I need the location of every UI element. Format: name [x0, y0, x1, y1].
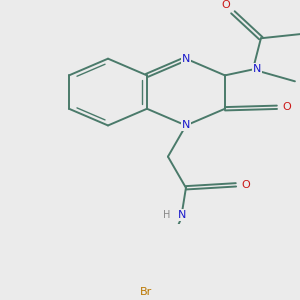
Text: O: O	[283, 102, 291, 112]
Text: H: H	[163, 210, 171, 220]
Text: N: N	[178, 210, 186, 220]
Text: N: N	[182, 120, 190, 130]
Text: Br: Br	[140, 287, 152, 297]
Text: N: N	[182, 54, 190, 64]
Text: O: O	[221, 0, 230, 10]
Text: N: N	[253, 64, 261, 74]
Text: O: O	[242, 180, 250, 190]
